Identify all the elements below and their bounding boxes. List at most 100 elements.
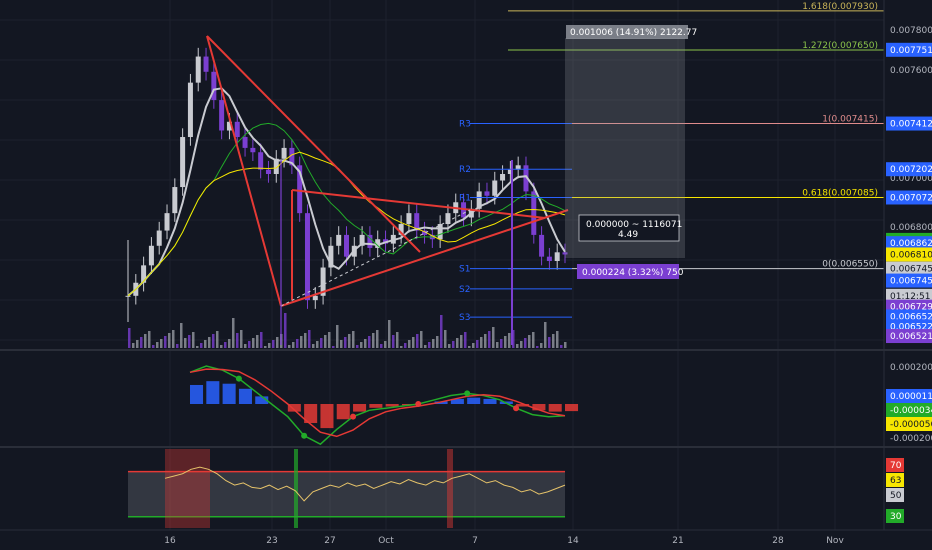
- price-badge-label: 0.006810: [890, 250, 932, 260]
- candle-body: [515, 165, 521, 170]
- price-badge-label: 0.006522: [890, 322, 932, 332]
- macd-histogram-bar: [287, 404, 301, 412]
- volume-bar: [544, 322, 547, 348]
- volume-bar: [172, 330, 175, 348]
- price-pane[interactable]: 1.618(0.007930) 1.272(0.007650) 1(0.007415…: [125, 2, 885, 348]
- fibonacci-levels[interactable]: 1.618(0.007930) 1.272(0.007650) 1(0.007415…: [508, 2, 884, 270]
- volume-bar: [476, 340, 479, 348]
- candle-body: [476, 191, 482, 209]
- volume-bar: [552, 334, 555, 348]
- volume-bar: [496, 342, 499, 348]
- pivot-label: S3: [459, 313, 470, 323]
- volume-bar: [284, 313, 287, 348]
- price-badge-label: 0.007412: [890, 120, 932, 130]
- volume-bar: [488, 331, 491, 348]
- macd-cross-marker: [513, 405, 520, 412]
- macd-histogram-bar: [483, 398, 497, 404]
- candle-body: [367, 234, 373, 248]
- volume-bar: [332, 346, 335, 348]
- pivot-label: R3: [459, 120, 471, 130]
- volume-bar: [468, 346, 471, 348]
- trend-line-lower: [280, 209, 569, 307]
- time-tick-label: 14: [567, 536, 579, 546]
- volume-bar: [296, 339, 299, 348]
- price-range-measure[interactable]: 0.001006 (14.91%) 2122.77 0.000000 ~ 111…: [280, 25, 697, 345]
- measure-label-mid-line1: 0.000000 ~ 1116071: [586, 220, 682, 230]
- volume-bar: [460, 335, 463, 348]
- volume-bar: [212, 334, 215, 348]
- volume-bar: [288, 345, 291, 348]
- volume-bar: [252, 338, 255, 348]
- candle-body: [289, 147, 295, 166]
- volume-bar: [184, 338, 187, 348]
- macd-axis[interactable]: 0.000200 0.000011 -0.000034 -0.000056 -0.000…: [886, 363, 932, 444]
- moving-average-fast: [127, 87, 566, 297]
- time-axis[interactable]: 16 23 27 Oct 7 14 21 28 Nov: [164, 536, 844, 546]
- volume-bar: [272, 340, 275, 348]
- candle-body: [281, 147, 287, 159]
- time-tick-label: 16: [164, 536, 176, 546]
- volume-bar: [524, 338, 527, 348]
- candle-body: [492, 180, 498, 196]
- price-badge: [886, 162, 932, 177]
- candle-body: [180, 137, 186, 188]
- price-badge: [886, 236, 932, 251]
- rsi-badge: [886, 458, 904, 472]
- price-badge-label: 0.006652: [890, 312, 932, 322]
- price-badge: [886, 288, 932, 303]
- fib-level-label: 1.618(0.007930): [802, 2, 878, 12]
- volume-bar: [256, 335, 259, 348]
- macd-histogram-bar: [206, 381, 220, 404]
- macd-histogram-bar: [532, 404, 546, 411]
- rsi-badge: [886, 473, 904, 487]
- measure-label-top-bg: [566, 25, 688, 39]
- macd-histogram-bar: [336, 404, 350, 420]
- volume-bar: [260, 332, 263, 348]
- rsi-highlight-overbought: [165, 449, 210, 528]
- volume-bar: [268, 343, 271, 348]
- macd-cross-marker: [301, 432, 308, 439]
- price-tick-label: 0.007000: [890, 174, 932, 184]
- volume-bar: [452, 341, 455, 348]
- macd-cross-marker: [415, 401, 422, 407]
- volume-bar: [564, 342, 567, 348]
- volume-bar: [392, 335, 395, 348]
- volume-bar: [264, 346, 267, 348]
- volume-bar: [292, 342, 295, 348]
- rsi-pane[interactable]: [128, 449, 566, 528]
- macd-axis-label: -0.000056: [890, 420, 932, 430]
- price-badge-label: 0.007202: [890, 165, 932, 175]
- candlestick-series: [125, 47, 568, 322]
- volume-bar: [136, 340, 139, 348]
- price-axis[interactable]: 0.007800 0.007600 0.007000 0.006800 0.007751…: [886, 26, 932, 344]
- volume-bar: [548, 337, 551, 348]
- volume-bar: [556, 331, 559, 348]
- candle-body: [484, 191, 490, 196]
- pivot-label: R2: [459, 165, 471, 175]
- price-badge-label: 0.006521: [890, 332, 932, 342]
- macd-histogram-bar: [190, 384, 204, 404]
- volume-bar: [224, 342, 227, 348]
- candle-body: [203, 56, 209, 72]
- macd-histogram-bar: [238, 388, 252, 404]
- macd-badge: [886, 403, 932, 417]
- volume-bar: [424, 345, 427, 348]
- candle-body: [304, 213, 310, 301]
- wedge-line-top: [291, 189, 546, 219]
- rsi-axis-label: 63: [890, 476, 901, 486]
- candle-body: [531, 191, 537, 235]
- volume-bar: [168, 333, 171, 348]
- volume-bar: [480, 337, 483, 348]
- macd-histogram-bar: [320, 404, 334, 429]
- macd-histogram-bar: [467, 397, 481, 404]
- volume-bar: [336, 325, 339, 348]
- trend-lines[interactable]: [206, 35, 569, 307]
- moving-average-slow: [127, 151, 566, 297]
- volume-bar: [196, 346, 199, 348]
- rsi-axis[interactable]: 70 63 50 30: [886, 458, 904, 523]
- macd-pane[interactable]: [189, 365, 579, 446]
- candle-body: [406, 213, 412, 225]
- volume-bar: [376, 330, 379, 348]
- pivot-label: S1: [459, 265, 470, 275]
